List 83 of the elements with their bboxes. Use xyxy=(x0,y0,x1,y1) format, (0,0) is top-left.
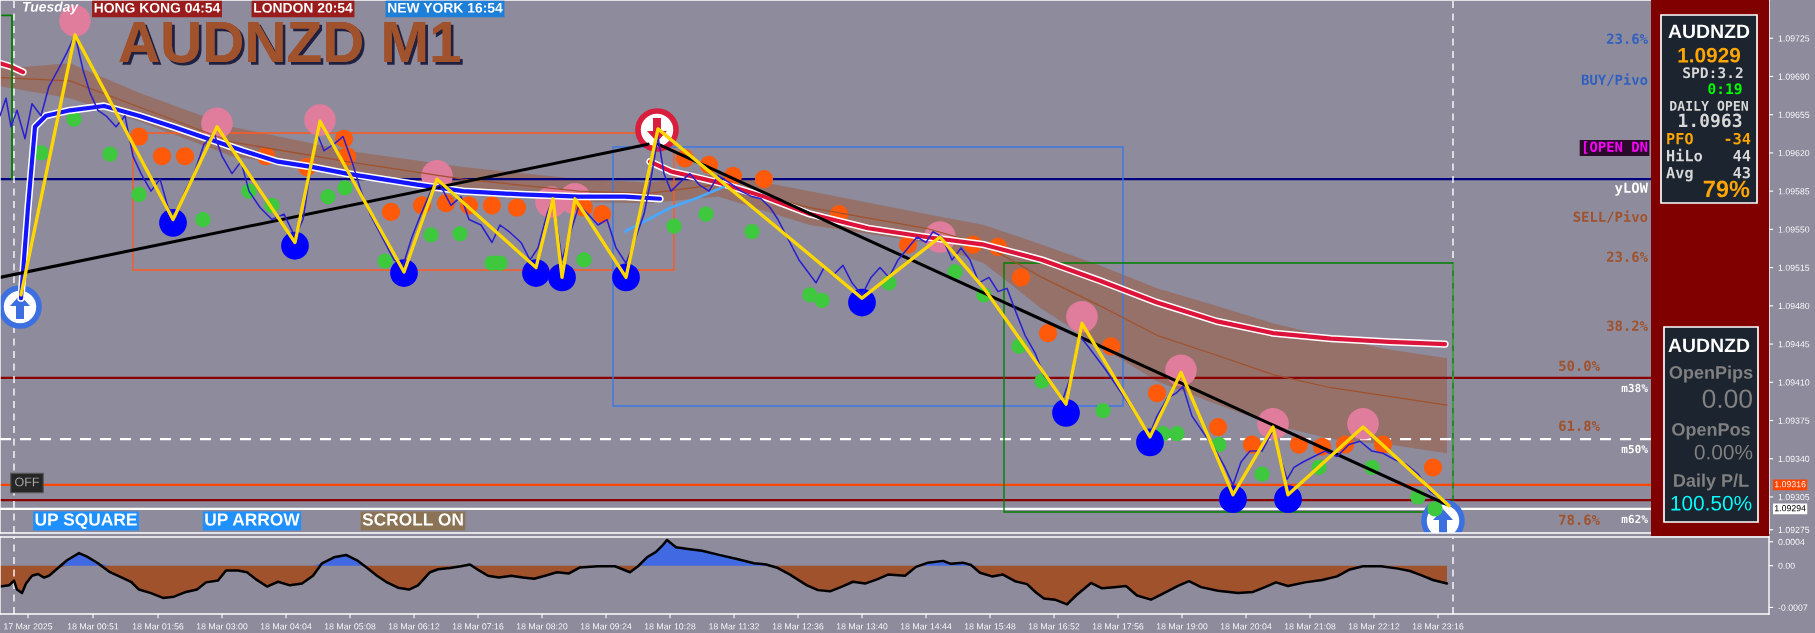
y-tick-label: 1.09480 xyxy=(1778,302,1810,310)
annotation: 0.00% xyxy=(1694,444,1753,460)
x-tick-label: 18 Mar 04:04 xyxy=(260,623,312,630)
annotation: UP ARROW xyxy=(205,513,300,526)
annotation: OFF xyxy=(15,477,39,487)
annotation: m38% xyxy=(1621,383,1648,393)
y-tick-label: 1.09690 xyxy=(1778,73,1810,80)
annotation: SCROLL ON xyxy=(362,513,463,526)
x-tick-label: 18 Mar 19:00 xyxy=(1156,623,1208,630)
x-tick-label: 18 Mar 21:08 xyxy=(1284,623,1336,630)
x-tick-label: 18 Mar 13:40 xyxy=(836,623,888,630)
ref-line-label: 1.09294 xyxy=(1774,505,1806,512)
annotation: 38.2% xyxy=(1607,320,1648,332)
x-tick-label: 17 Mar 2025 xyxy=(4,623,53,630)
x-tick-label: 18 Mar 20:04 xyxy=(1220,623,1272,630)
annotation: OpenPos xyxy=(1672,423,1750,440)
x-tick-label: 18 Mar 01:56 xyxy=(132,623,184,630)
annotation: 0.00 xyxy=(1702,389,1752,409)
annotation: 43 xyxy=(1733,166,1751,179)
annotation: 1.0963 xyxy=(1679,113,1742,128)
x-tick-label: 18 Mar 03:00 xyxy=(196,623,248,630)
x-tick-label: 18 Mar 00:51 xyxy=(67,623,119,630)
y-tick-label: 0.0004 xyxy=(1778,538,1805,546)
annotation: Daily P/L xyxy=(1674,473,1749,491)
annotation: 1.0929 xyxy=(1678,47,1741,63)
annotation: 44 xyxy=(1733,150,1751,162)
annotation: 78.6% xyxy=(1559,514,1600,526)
y-tick-label: 1.09445 xyxy=(1778,341,1810,348)
annotation: PFO xyxy=(1667,132,1693,145)
y-tick-label: 1.09275 xyxy=(1778,526,1810,533)
x-tick-label: 18 Mar 17:56 xyxy=(1092,623,1144,630)
annotation: HiLo xyxy=(1667,148,1703,162)
annotation: [OPEN DN xyxy=(1583,141,1648,154)
y-tick-label: 1.09550 xyxy=(1778,226,1810,233)
y-tick-label: 1.09725 xyxy=(1778,35,1810,42)
annotation: AUDNZD xyxy=(1668,338,1750,353)
x-tick-label: 18 Mar 10:28 xyxy=(644,623,696,630)
annotation: 79% xyxy=(1703,180,1750,198)
annotation: UP SQUARE xyxy=(35,513,137,529)
x-tick-label: 18 Mar 09:24 xyxy=(580,623,632,630)
y-tick-label: 1.09410 xyxy=(1778,379,1810,386)
y-tick-label: 1.09585 xyxy=(1778,188,1810,195)
x-tick-label: 18 Mar 14:44 xyxy=(900,623,952,630)
x-tick-label: 18 Mar 11:32 xyxy=(709,623,760,630)
annotation: 23.6% xyxy=(1606,33,1648,45)
annotation: 61.8% xyxy=(1559,420,1600,432)
annotation: 100.50% xyxy=(1671,495,1752,511)
y-tick-label: -0.0007 xyxy=(1778,604,1808,611)
annotation: OpenPips xyxy=(1669,365,1753,383)
x-tick-label: 18 Mar 05:08 xyxy=(324,623,376,630)
x-tick-label: 18 Mar 16:52 xyxy=(1028,623,1080,630)
x-tick-label: 18 Mar 08:20 xyxy=(516,623,568,630)
x-tick-label: 18 Mar 12:36 xyxy=(772,623,824,630)
annotation: LONDON 20:54 xyxy=(254,2,353,13)
chart-title: AUDNZD M1 xyxy=(119,21,463,66)
y-tick-label: 0.00 xyxy=(1778,562,1795,569)
annotation: SELL/Pivo xyxy=(1573,210,1648,224)
annotation: 23.6% xyxy=(1606,251,1648,263)
y-tick-label: 1.09375 xyxy=(1778,417,1810,424)
x-tick-label: 18 Mar 22:12 xyxy=(1348,623,1400,630)
x-tick-label: 18 Mar 23:16 xyxy=(1412,623,1464,630)
annotation: AUDNZD xyxy=(1668,24,1750,39)
y-tick-label: 1.09340 xyxy=(1778,455,1810,462)
y-tick-label: 1.09305 xyxy=(1778,494,1810,501)
annotation: m50% xyxy=(1621,444,1648,454)
annotation: SPD:3.2 xyxy=(1683,67,1743,79)
y-tick-label: 1.09655 xyxy=(1778,111,1810,118)
annotation: -34 xyxy=(1725,132,1751,145)
annotation: yLOW xyxy=(1614,182,1648,196)
ref-line-label: 1.09316 xyxy=(1774,481,1806,488)
annotation: Avg xyxy=(1666,167,1693,182)
y-tick-label: 1.09620 xyxy=(1778,149,1810,157)
x-tick-label: 18 Mar 07:16 xyxy=(452,623,504,630)
annotation: NEW YORK 16:54 xyxy=(388,2,503,13)
x-tick-label: 18 Mar 06:12 xyxy=(388,623,440,630)
x-tick-label: 18 Mar 15:48 xyxy=(964,623,1016,630)
annotation: DAILY OPEN xyxy=(1670,100,1748,111)
annotation: 50.0% xyxy=(1559,360,1600,372)
annotation: 0:19 xyxy=(1708,83,1742,95)
annotation: BUY/Pivo xyxy=(1581,73,1648,87)
annotation: m62% xyxy=(1621,514,1648,524)
annotation: HONG KONG 04:54 xyxy=(94,2,221,13)
y-tick-label: 1.09515 xyxy=(1778,264,1810,271)
